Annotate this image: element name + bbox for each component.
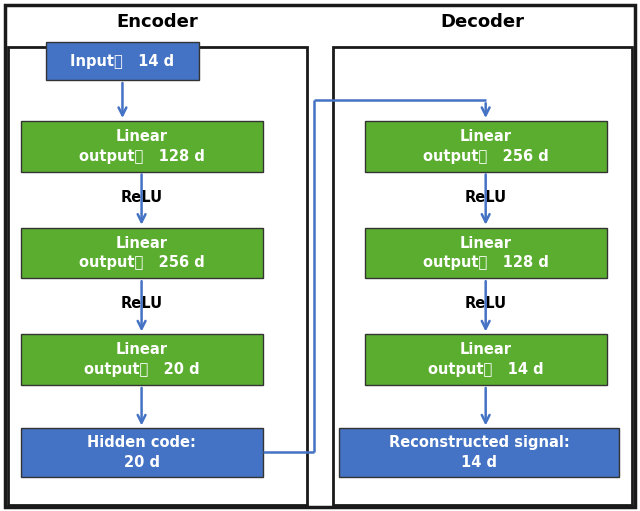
Text: Linear
output：   14 d: Linear output： 14 d: [428, 342, 543, 377]
Text: Reconstructed signal:
14 d: Reconstructed signal: 14 d: [389, 435, 570, 470]
FancyBboxPatch shape: [20, 334, 262, 385]
Text: ReLU: ReLU: [120, 190, 163, 204]
Text: Linear
output：   128 d: Linear output： 128 d: [79, 129, 205, 164]
Text: Linear
output：   256 d: Linear output： 256 d: [79, 236, 204, 270]
FancyBboxPatch shape: [339, 428, 620, 477]
FancyBboxPatch shape: [8, 47, 307, 504]
Text: Linear
output：   20 d: Linear output： 20 d: [84, 342, 200, 377]
Text: ReLU: ReLU: [465, 190, 507, 204]
Text: Hidden code:
20 d: Hidden code: 20 d: [87, 435, 196, 470]
FancyBboxPatch shape: [365, 227, 607, 278]
Text: Input：   14 d: Input： 14 d: [70, 54, 175, 68]
FancyBboxPatch shape: [20, 121, 262, 172]
FancyBboxPatch shape: [20, 227, 262, 278]
FancyBboxPatch shape: [20, 428, 262, 477]
FancyBboxPatch shape: [365, 334, 607, 385]
FancyBboxPatch shape: [4, 5, 636, 507]
Text: Encoder: Encoder: [116, 13, 198, 31]
Text: ReLU: ReLU: [465, 296, 507, 311]
FancyBboxPatch shape: [46, 42, 199, 80]
FancyBboxPatch shape: [365, 121, 607, 172]
Text: Decoder: Decoder: [440, 13, 525, 31]
Text: Linear
output：   128 d: Linear output： 128 d: [423, 236, 548, 270]
Text: ReLU: ReLU: [120, 296, 163, 311]
FancyBboxPatch shape: [333, 47, 632, 504]
Text: Linear
output：   256 d: Linear output： 256 d: [423, 129, 548, 164]
